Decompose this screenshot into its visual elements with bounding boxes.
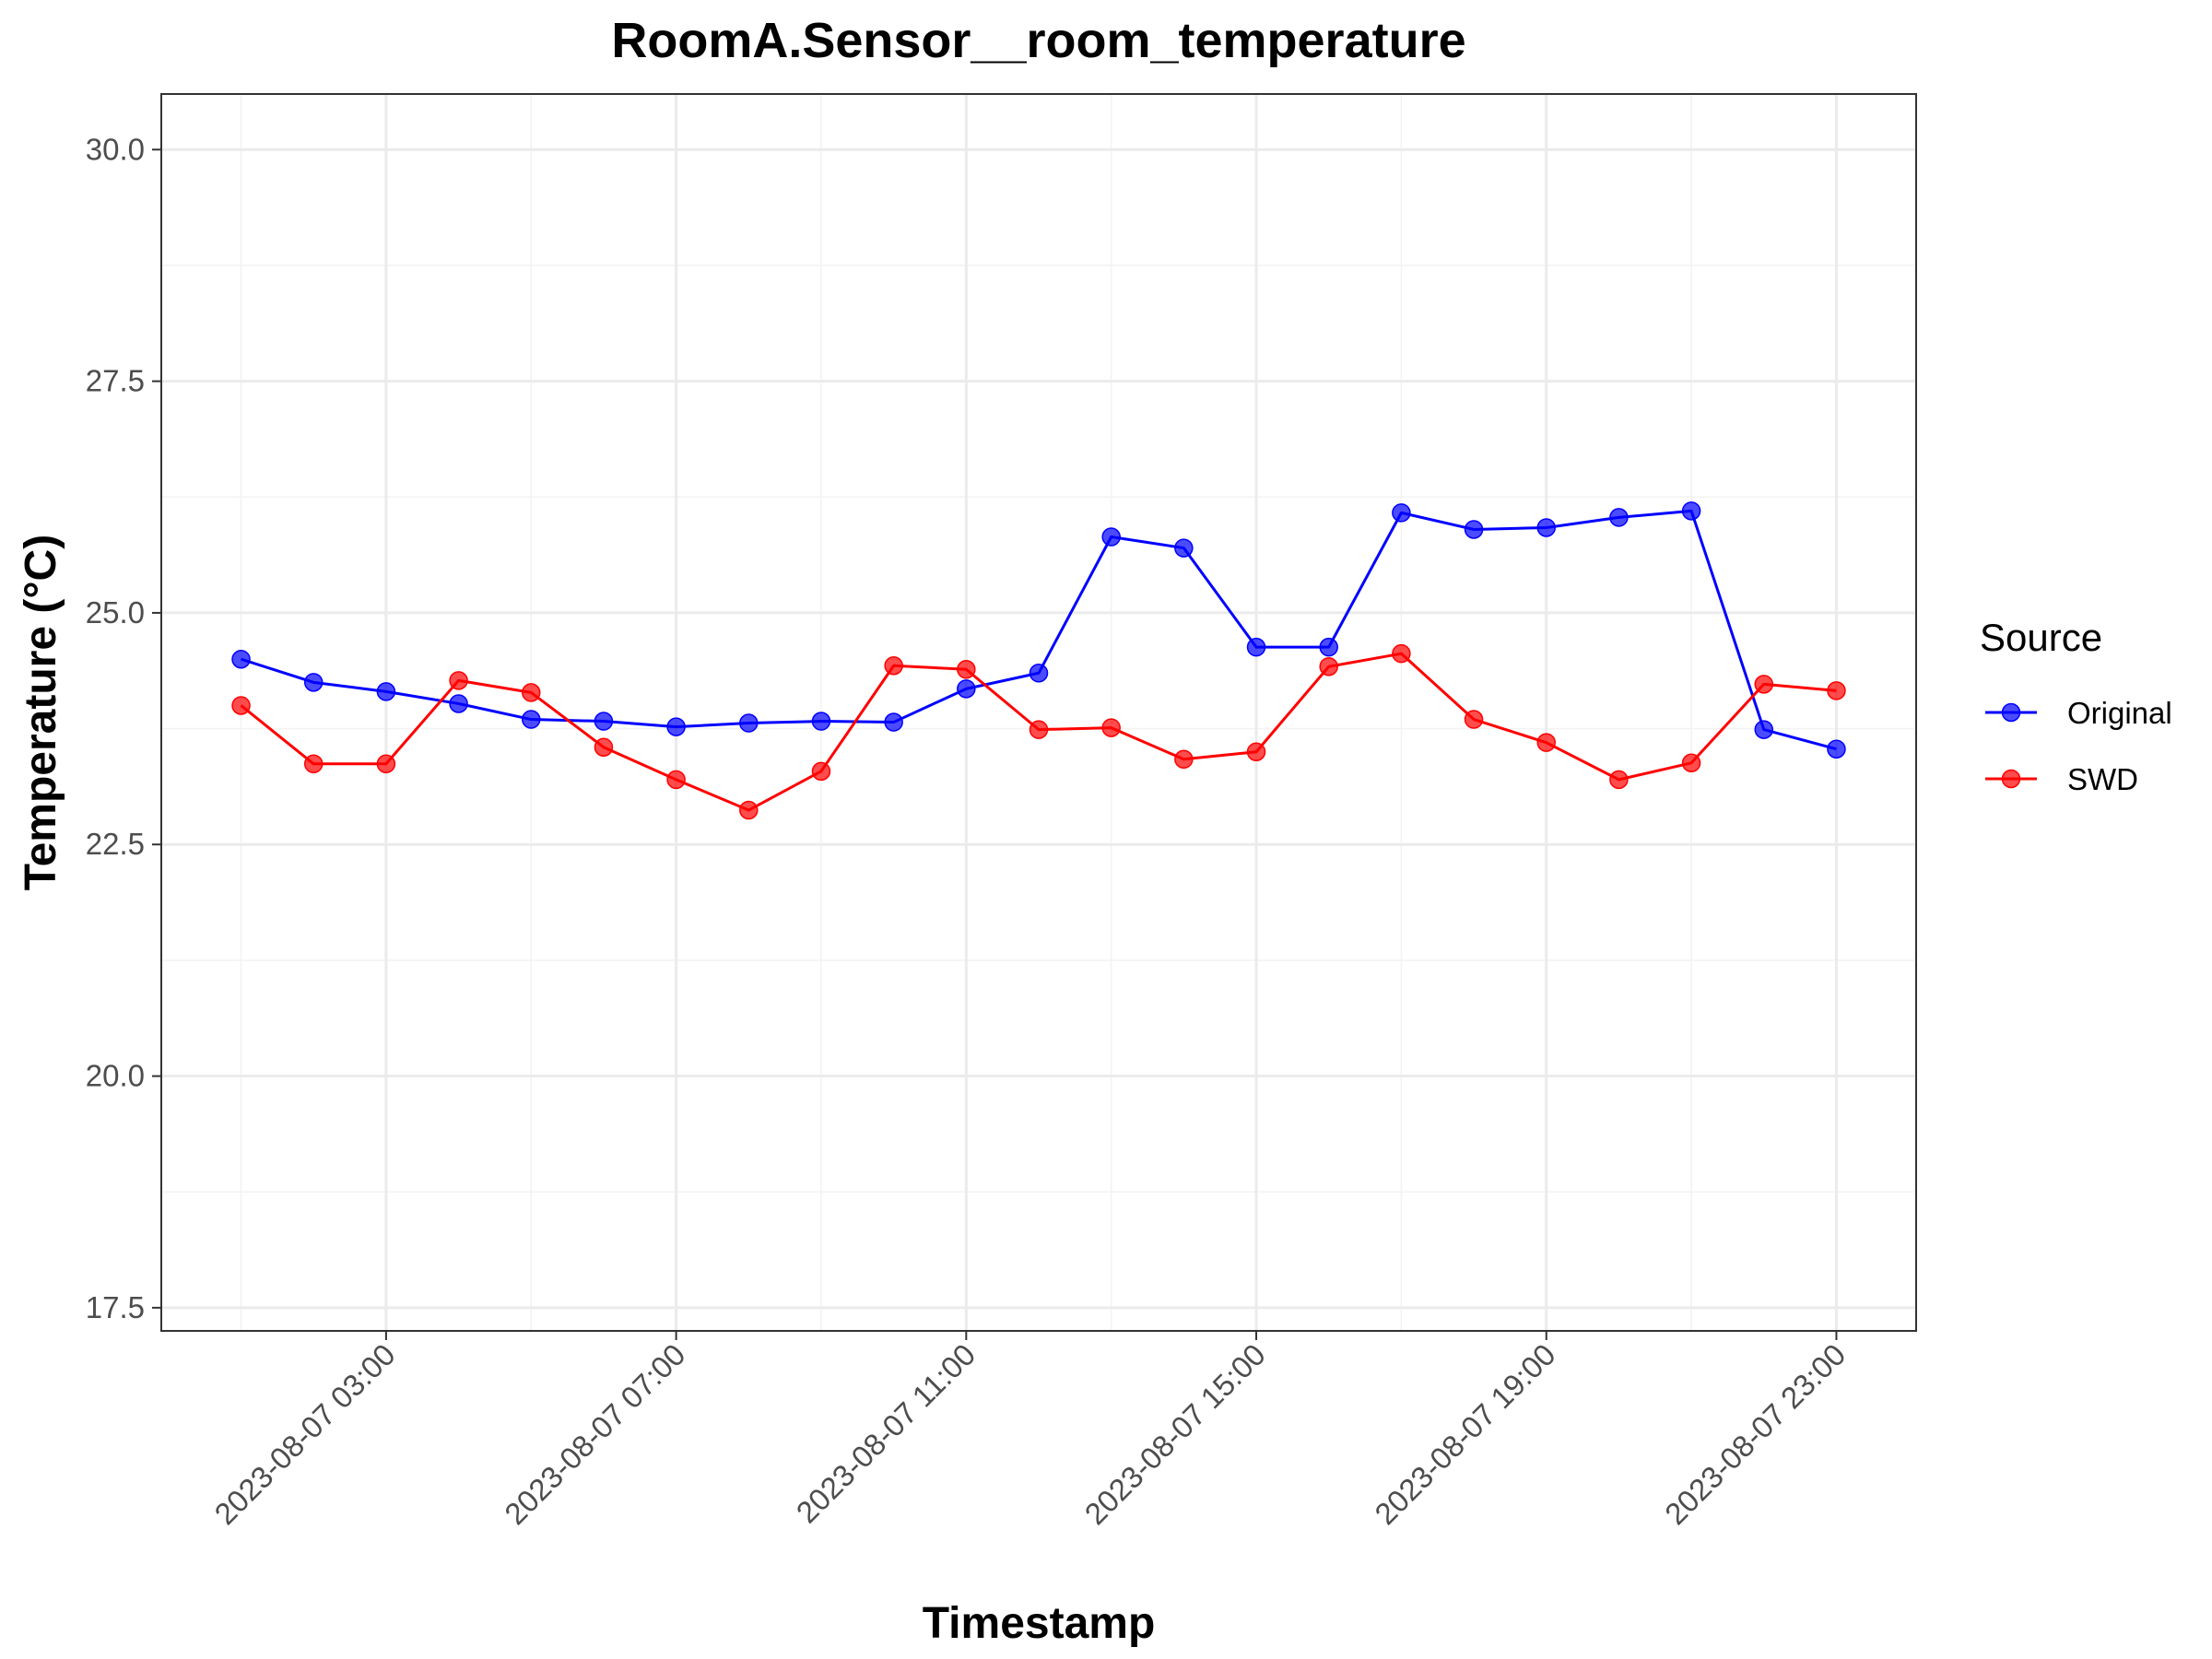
- data-point-swd: [303, 754, 324, 774]
- series-swd: [231, 643, 1846, 820]
- data-point-swd: [522, 683, 541, 702]
- legend-item-original: Original: [1985, 696, 2172, 730]
- data-point-swd: [666, 770, 686, 790]
- legend-label: SWD: [2067, 762, 2138, 796]
- data-point-swd: [1029, 720, 1049, 739]
- panel-border: [160, 93, 1917, 1332]
- data-point-swd: [1827, 681, 1846, 700]
- data-point-original: [522, 710, 541, 729]
- data-point-swd: [231, 696, 251, 715]
- legend-key-point: [2001, 769, 2021, 789]
- data-point-swd: [1754, 675, 1774, 694]
- data-point-original: [666, 717, 686, 736]
- series-original: [231, 501, 1846, 759]
- y-tick-label: 17.5: [86, 1290, 145, 1324]
- data-point-swd: [449, 671, 468, 690]
- y-tick-label: 25.0: [86, 595, 145, 629]
- data-point-swd: [1101, 718, 1121, 737]
- data-point-original: [376, 682, 396, 701]
- data-point-original: [449, 694, 468, 713]
- series-layer: [231, 501, 1846, 820]
- data-point-original: [1464, 520, 1484, 539]
- data-point-original: [1319, 637, 1338, 657]
- data-point-original: [1029, 664, 1049, 683]
- y-tick-label: 27.5: [86, 364, 145, 398]
- data-point-swd: [1246, 742, 1266, 761]
- major-gridlines: [161, 94, 1916, 1331]
- data-point-original: [739, 713, 759, 733]
- data-point-original: [884, 712, 903, 732]
- data-point-original: [1827, 739, 1846, 759]
- chart-title: RoomA.Sensor__room_temperature: [611, 13, 1465, 68]
- data-point-original: [1681, 501, 1701, 521]
- data-point-original: [231, 649, 251, 669]
- data-point-swd: [739, 800, 759, 820]
- legend-key-point: [2001, 702, 2021, 723]
- y-tick-label: 30.0: [86, 132, 145, 166]
- y-tick-label: 20.0: [86, 1059, 145, 1093]
- data-point-swd: [1319, 656, 1338, 677]
- data-point-swd: [376, 754, 396, 774]
- data-point-swd: [1681, 753, 1701, 773]
- data-point-swd: [594, 737, 614, 757]
- y-axis: 17.5 20.0 22.5 25.0 27.5 30.0: [86, 132, 161, 1324]
- data-point-swd: [811, 761, 831, 782]
- legend: Source Original SWD: [1980, 616, 2172, 796]
- data-point-swd: [1464, 710, 1484, 729]
- data-point-original: [1246, 637, 1266, 657]
- data-point-original: [1536, 518, 1556, 537]
- data-point-original: [1392, 503, 1411, 523]
- data-point-original: [1609, 508, 1629, 527]
- legend-title: Source: [1980, 616, 2102, 659]
- legend-items: Original SWD: [1985, 696, 2172, 796]
- legend-item-swd: SWD: [1985, 762, 2138, 796]
- y-axis-title: Temperature (°C): [17, 535, 65, 890]
- data-point-swd: [1392, 643, 1411, 664]
- data-point-original: [594, 712, 614, 731]
- legend-label: Original: [2067, 696, 2172, 730]
- data-point-original: [1754, 720, 1774, 739]
- y-tick-label: 22.5: [86, 827, 145, 861]
- data-point-original: [1174, 538, 1194, 558]
- data-point-swd: [1536, 733, 1556, 752]
- data-point-original: [1101, 527, 1121, 547]
- data-point-original: [303, 673, 324, 692]
- data-point-swd: [1174, 749, 1194, 770]
- data-point-swd: [1609, 770, 1629, 790]
- data-point-swd: [957, 660, 976, 679]
- x-axis-title: Timestamp: [923, 1599, 1156, 1648]
- data-point-original: [957, 679, 976, 699]
- data-point-original: [811, 712, 831, 731]
- data-point-swd: [884, 655, 903, 676]
